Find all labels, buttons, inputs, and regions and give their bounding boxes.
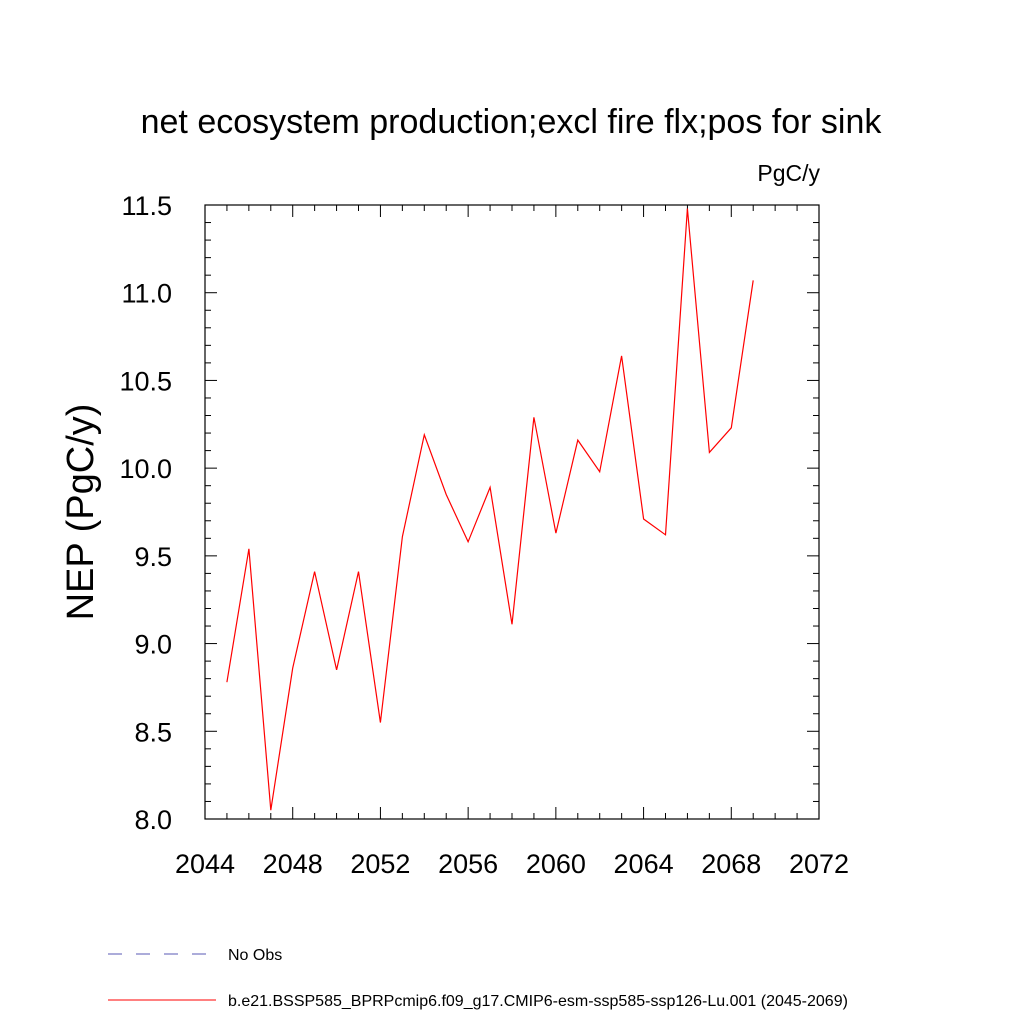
data-point — [291, 667, 294, 670]
x-tick-label: 2072 — [789, 849, 849, 879]
data-point — [511, 623, 514, 626]
data-point — [686, 207, 689, 210]
data-point — [269, 809, 272, 812]
data-point — [445, 493, 448, 496]
data-point — [401, 535, 404, 538]
units-label: PgC/y — [757, 160, 820, 186]
data-point — [313, 570, 316, 573]
x-tick-label: 2056 — [438, 849, 498, 879]
x-tick-label: 2060 — [526, 849, 586, 879]
data-point — [379, 721, 382, 724]
y-tick-label: 10.0 — [119, 454, 172, 484]
y-tick-label: 10.5 — [119, 366, 172, 396]
data-point — [598, 470, 601, 473]
data-point — [664, 533, 667, 536]
series-line — [226, 208, 754, 811]
x-tick-label: 2052 — [350, 849, 410, 879]
y-tick-label: 11.5 — [121, 191, 172, 221]
legend-label: No Obs — [228, 947, 282, 964]
x-tick-label: 2064 — [614, 849, 674, 879]
data-point — [752, 279, 755, 282]
data-point — [423, 433, 426, 436]
data-point — [532, 416, 535, 419]
y-axis-label: NEP (PgC/y) — [60, 404, 102, 621]
series-group — [225, 207, 755, 812]
data-point — [730, 426, 733, 429]
data-point — [554, 532, 557, 535]
data-point — [620, 354, 623, 357]
chart-title: net ecosystem production;excl fire flx;p… — [141, 103, 883, 141]
data-point — [576, 439, 579, 442]
data-point — [642, 518, 645, 521]
plot-frame — [204, 204, 820, 820]
data-point — [335, 668, 338, 671]
legend-label: b.e21.BSSP585_BPRPcmip6.f09_g17.CMIP6-es… — [228, 993, 848, 1010]
data-point — [357, 570, 360, 573]
y-tick-label: 8.0 — [134, 805, 172, 835]
y-tick-label: 9.5 — [134, 542, 172, 572]
data-point — [489, 486, 492, 489]
y-tick-label: 11.0 — [121, 279, 172, 309]
x-tick-label: 2044 — [175, 849, 235, 879]
y-tick-label: 8.5 — [134, 717, 172, 747]
data-point — [225, 681, 228, 684]
x-tick-label: 2048 — [263, 849, 323, 879]
axis-ticks: 2044 2048 2052 2056 2060 2064 2068 2072 8.0 8.5 9.… — [119, 191, 849, 879]
data-point — [708, 451, 711, 454]
data-point — [247, 547, 250, 550]
y-tick-label: 9.0 — [134, 630, 172, 660]
data-point — [467, 540, 470, 543]
x-tick-label: 2068 — [701, 849, 761, 879]
legend: No Obs b.e21.BSSP585_BPRPcmip6.f09_g17.CM… — [108, 947, 848, 1010]
